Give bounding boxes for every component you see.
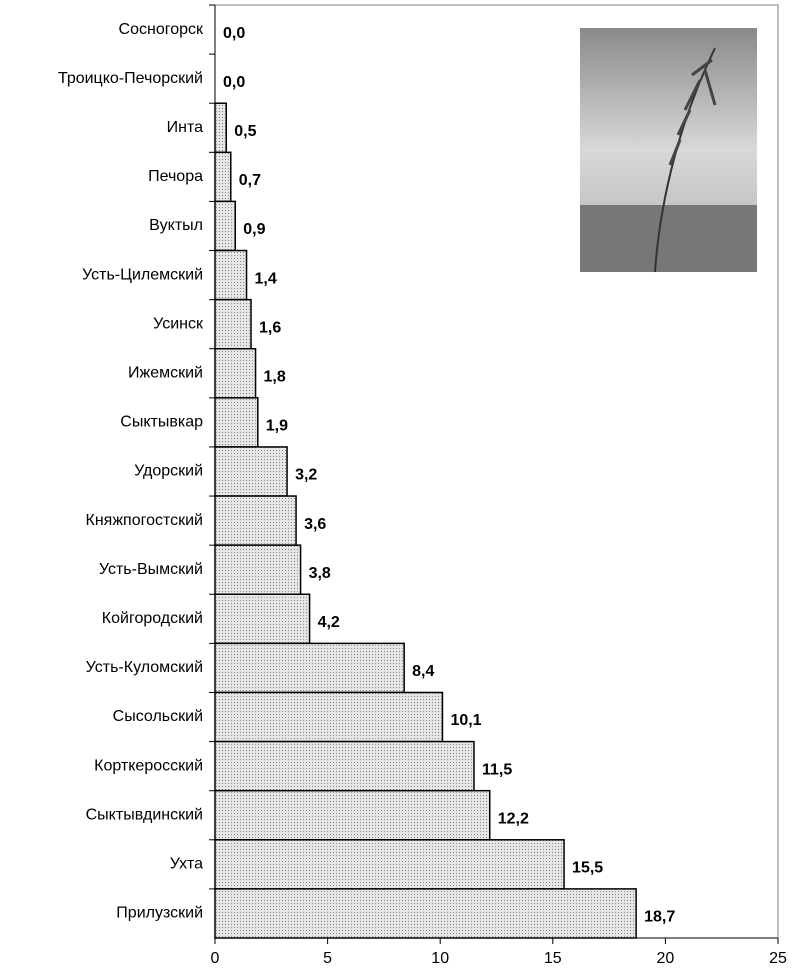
y-tick-label: Сыктывдинский bbox=[86, 806, 203, 823]
y-tick-label: Троицко-Печорский bbox=[58, 70, 203, 87]
y-tick-label: Ижемский bbox=[128, 365, 203, 382]
y-tick-label: Сосногорск bbox=[119, 21, 204, 38]
bar bbox=[215, 545, 301, 594]
bar bbox=[215, 447, 287, 496]
y-tick-label: Княжпогостский bbox=[86, 512, 204, 529]
value-label: 3,2 bbox=[295, 467, 317, 484]
x-tick-label: 10 bbox=[431, 950, 449, 967]
value-label: 18,7 bbox=[644, 909, 675, 926]
y-tick-label: Ухта bbox=[170, 856, 203, 873]
value-label: 1,4 bbox=[255, 270, 277, 287]
value-label: 0,9 bbox=[243, 221, 265, 238]
bar bbox=[215, 152, 231, 201]
bar bbox=[215, 398, 258, 447]
value-label: 0,0 bbox=[223, 25, 245, 42]
value-label: 0,5 bbox=[234, 123, 256, 140]
value-label: 1,6 bbox=[259, 319, 281, 336]
value-label: 3,6 bbox=[304, 516, 326, 533]
bar bbox=[215, 103, 226, 152]
y-tick-label: Инта bbox=[167, 119, 203, 136]
bar bbox=[215, 201, 235, 250]
chart: 0 5 10 15 20 25 Сосногорск 0,0 Троицко-Печорский… bbox=[0, 0, 792, 978]
y-tick-label: Усть-Вымский bbox=[99, 561, 203, 578]
value-label: 1,9 bbox=[266, 418, 288, 435]
value-label: 10,1 bbox=[450, 712, 481, 729]
value-label: 3,8 bbox=[309, 565, 331, 582]
bar bbox=[215, 349, 256, 398]
value-label: 0,0 bbox=[223, 74, 245, 91]
y-tick-label: Сысольский bbox=[113, 708, 203, 725]
value-label: 0,7 bbox=[239, 172, 261, 189]
bar bbox=[215, 496, 296, 545]
bar bbox=[215, 840, 564, 889]
value-label: 8,4 bbox=[412, 663, 434, 680]
y-tick-label: Прилузский bbox=[116, 905, 203, 922]
y-tick-label: Сыктывкар bbox=[120, 414, 203, 431]
y-tick-label: Корткеросский bbox=[94, 757, 203, 774]
value-label: 12,2 bbox=[498, 810, 529, 827]
x-tick-label: 20 bbox=[657, 950, 675, 967]
bar bbox=[215, 692, 442, 741]
bar bbox=[215, 594, 310, 643]
value-label: 1,8 bbox=[264, 369, 286, 386]
bar bbox=[215, 251, 247, 300]
y-tick-label: Усть-Цилемский bbox=[82, 266, 203, 283]
y-tick-label: Удорский bbox=[134, 463, 203, 480]
bar bbox=[215, 643, 404, 692]
x-tick-label: 25 bbox=[769, 950, 787, 967]
value-label: 11,5 bbox=[482, 761, 512, 778]
bar bbox=[215, 300, 251, 349]
bar bbox=[215, 791, 490, 840]
y-tick-label: Вуктыл bbox=[149, 217, 203, 234]
value-label: 15,5 bbox=[572, 860, 603, 877]
y-tick-label: Печора bbox=[148, 168, 203, 185]
bar bbox=[215, 889, 636, 938]
x-tick-label: 15 bbox=[544, 950, 562, 967]
x-tick-label: 5 bbox=[323, 950, 332, 967]
x-tick-label: 0 bbox=[211, 950, 220, 967]
y-tick-label: Усть-Куломский bbox=[86, 659, 203, 676]
photo bbox=[580, 28, 757, 272]
y-tick-label: Койгородский bbox=[102, 610, 203, 627]
value-label: 4,2 bbox=[318, 614, 340, 631]
y-tick-label: Усинск bbox=[153, 315, 204, 332]
bar bbox=[215, 742, 474, 791]
